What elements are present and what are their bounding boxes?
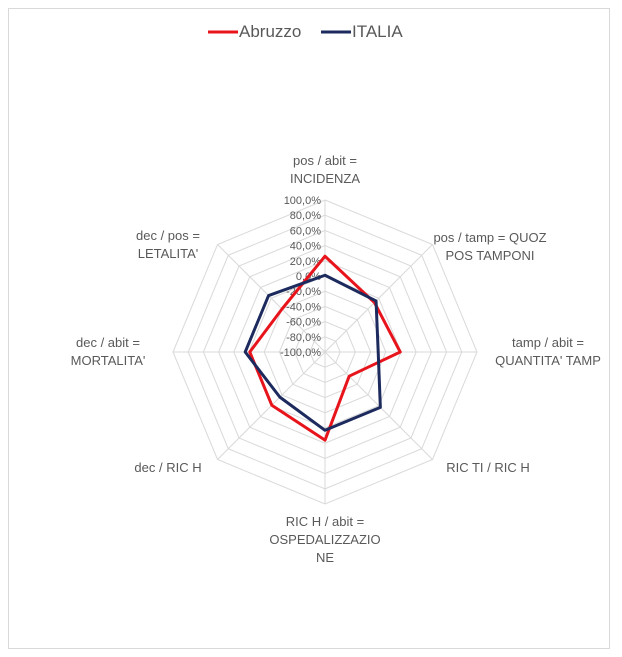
- r-tick-label: -100,0%: [280, 347, 321, 359]
- axis-label: dec / RIC H: [134, 460, 202, 475]
- axis-label: dec / pos = LETALITA': [136, 228, 200, 261]
- axis-label: pos / abit = INCIDENZA: [289, 153, 361, 186]
- r-tick-label: 100,0%: [284, 195, 322, 207]
- spoke: [217, 244, 326, 353]
- r-tick-label: -80,0%: [286, 332, 321, 344]
- legend-label: ITALIA: [352, 22, 403, 41]
- axis-label: dec / abit = MORTALITA': [70, 335, 146, 368]
- r-tick-label: -40,0%: [286, 301, 321, 313]
- r-tick-label: 40,0%: [290, 241, 321, 253]
- axis-label: RIC H / abit = OSPEDALIZZAZIONE: [269, 514, 381, 565]
- chart-frame: [8, 8, 610, 649]
- axis-label: pos / tamp = QUOZ POS TAMPONI: [433, 230, 547, 263]
- axis-label: tamp / abit = QUANTITA' TAMP: [495, 335, 601, 368]
- spoke: [324, 244, 433, 353]
- r-tick-label: 60,0%: [290, 225, 321, 237]
- series-line: [248, 254, 402, 442]
- series-line: [243, 273, 382, 432]
- axis-label: RIC TI / RIC H: [446, 460, 530, 475]
- r-tick-label: -60,0%: [286, 317, 321, 329]
- spoke: [324, 351, 433, 460]
- r-tick-label: 20,0%: [290, 256, 321, 268]
- legend-label: Abruzzo: [239, 22, 302, 41]
- r-tick-label: 80,0%: [290, 210, 321, 222]
